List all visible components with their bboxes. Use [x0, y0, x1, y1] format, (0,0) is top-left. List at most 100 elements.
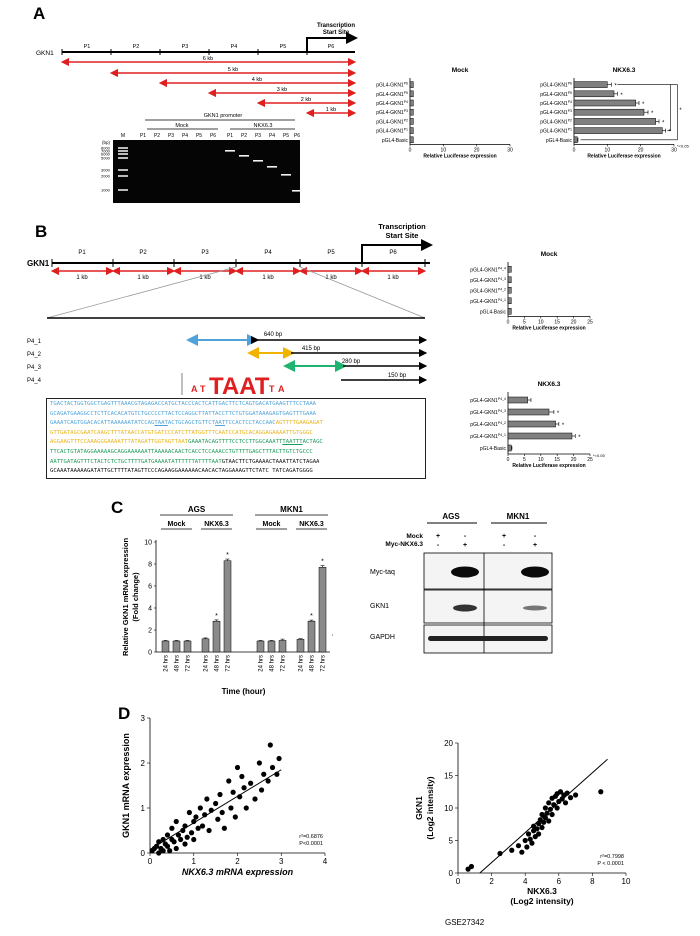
data-point [525, 831, 532, 837]
y-tick-label: 8 [148, 562, 152, 569]
significance-marker: * [669, 130, 672, 136]
y-tick-label: 5 [449, 837, 454, 846]
blot-sign-3b: - [503, 542, 506, 549]
bar [507, 408, 550, 416]
data-point [188, 830, 195, 836]
b-len-1: 1 kb [76, 275, 88, 281]
sequence-segment: AATTGATAGTTTCTACTCTCTGCTTTTGATGAAAATATTT… [50, 458, 222, 465]
data-point [173, 818, 179, 825]
gel-ladder-band [118, 150, 128, 152]
bar [507, 266, 512, 273]
x-tick-label: 8 [590, 877, 595, 886]
dataset-caption: GSE27342 [445, 918, 485, 927]
b-frag-label-3: P4_3 [27, 365, 42, 371]
x-axis-label: NKX6.3 [527, 886, 557, 896]
sequence-line: AATTGATAGTTTCTACTCTCTGCTTTTGATGAAAATATTT… [50, 458, 422, 468]
bar-category-label: pGL4-GKN1P1 [376, 128, 408, 135]
b-seg-p3: P3 [201, 250, 209, 256]
x-tick-label: 24 hrs [204, 655, 210, 672]
data-point [562, 800, 569, 806]
blot-sign-2b: + [463, 542, 467, 549]
data-point [191, 836, 197, 843]
bar-category-label: pGL4-GKN1P4_4 [470, 266, 506, 273]
gel-ladder-band [118, 147, 128, 149]
y-axis-label: GKN1 mRNA expression [121, 733, 131, 838]
gel-band [239, 155, 249, 157]
x-tick-label: 72 hrs [281, 655, 287, 672]
b-frag-len-150: 150 bp [388, 373, 407, 379]
y-tick-label: 10 [144, 540, 152, 547]
data-point [541, 819, 547, 825]
data-point [186, 809, 192, 816]
promoter-sequence-box: TGACTACTGGTGGCTGAGTTTAAACGTAGAGACCATGCTA… [46, 398, 426, 479]
comparison-bracket [617, 84, 671, 131]
data-point [539, 824, 545, 831]
chart-title: NKX6.3 [613, 67, 636, 74]
x-tick-label: 72 hrs [186, 655, 192, 672]
bar-category-label: pGL4-GKN1P4 [376, 100, 408, 107]
gel-band [292, 190, 302, 192]
sequence-segment: GTTGATAGCGAATCAAGCTTTATAACCATGTGATCCCATC… [50, 429, 313, 436]
b-frag-len-415: 415 bp [302, 346, 321, 352]
sequence-line: TGACTACTGGTGGCTGAGTTTAAACGTAGAGACCATGCTA… [50, 400, 422, 410]
x-tick-label: 72 hrs [321, 655, 327, 672]
bar-category-label: pGL4-GKN1P4_1 [470, 298, 506, 305]
b-gene-label: GKN1 [27, 259, 50, 268]
svg-text:A: A [191, 384, 198, 394]
x-tick-label: 10 [538, 320, 544, 326]
x-axis-label-sub: (Log2 intensity) [510, 896, 573, 906]
sequence-segment: TGACTACTGGTGGCTGAGTTTAAACGTAGAGACCATGCTA… [50, 401, 317, 407]
significance-marker: * [321, 559, 324, 566]
panel-letter-a: A [33, 4, 46, 23]
significance-marker: * [562, 423, 565, 429]
data-point [497, 850, 503, 857]
b-frag-label-1: P4_1 [27, 339, 42, 345]
bar [409, 136, 414, 144]
gel-lane-label: P1 [227, 133, 233, 139]
gel-bp-unit: (bp) [102, 140, 111, 145]
bar [183, 640, 192, 653]
bar-category-label: pGL4-GKN1P5 [376, 91, 408, 98]
bar-category-label: pGL4-GKN1P4_2 [470, 421, 506, 428]
blot-sign-3a: + [502, 533, 506, 540]
bar-category-label: pGL4-Basic [546, 138, 573, 144]
bar [573, 99, 636, 107]
gel-marker-label: 6000 [101, 152, 111, 157]
significance-marker: * [557, 411, 560, 417]
sequence-segment: GCAGATGAAGGCCTCTTCACACATGTCTGCCCCTTACTCC… [50, 410, 317, 417]
x-tick-label: 20 [571, 457, 577, 463]
x-tick-label: 25 [587, 457, 593, 463]
y-tick-label: 3 [141, 714, 146, 723]
condition-label: NKX6.3 [204, 521, 229, 528]
y-tick-label: 20 [444, 739, 453, 748]
y-tick-label: 1 [141, 804, 146, 813]
data-point [542, 805, 548, 811]
x-tick-label: 10 [622, 877, 631, 886]
significance-marker: * [620, 93, 623, 99]
data-point [549, 811, 555, 818]
sequence-segment: ACTGCAGCTGTTCT [167, 420, 216, 427]
sequence-segment: GTAACTTCTGAAAACTAAATTATCTAGAA [221, 458, 320, 465]
motif-letters: TAAT [209, 373, 270, 400]
bar [223, 560, 232, 653]
data-point [527, 836, 533, 842]
sequence-segment: TAAT [154, 420, 168, 427]
data-point [184, 834, 190, 840]
x-tick-label: 30 [671, 147, 677, 153]
x-tick-label: 0 [573, 147, 576, 153]
bar [507, 444, 512, 452]
data-point [546, 818, 552, 824]
svg-text:T: T [269, 384, 275, 394]
gel-marker-label: 7000 [101, 149, 111, 154]
bar-category-label: pGL4-Basic [480, 446, 507, 452]
data-point [213, 800, 219, 807]
gel-band [267, 166, 277, 168]
data-point [169, 825, 175, 831]
gel-lane-label: P5 [283, 133, 289, 139]
gel-lane-label: P4 [269, 133, 275, 139]
gel-marker-label: 8000 [101, 146, 111, 151]
bar [409, 99, 414, 107]
x-tick-label: 25 [587, 320, 593, 326]
b-seg-p5: P5 [327, 250, 335, 256]
